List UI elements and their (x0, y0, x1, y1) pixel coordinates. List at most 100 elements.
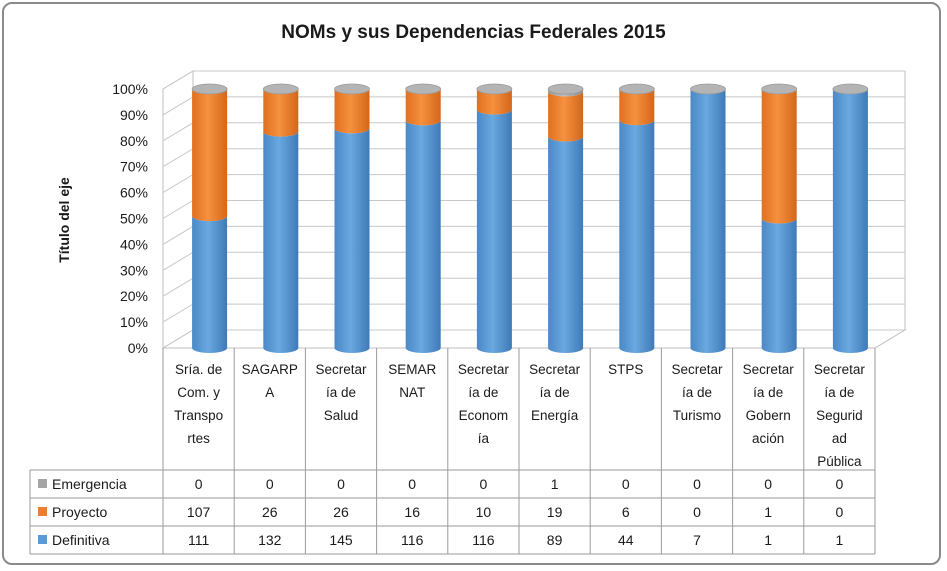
table-value: 16 (404, 504, 420, 520)
bar-top-cap (547, 83, 584, 95)
table-value: 0 (693, 504, 701, 520)
legend-label: Definitiva (52, 532, 110, 548)
category-label: ía de (682, 385, 712, 400)
table-value: 0 (693, 476, 701, 492)
category-label: Com. y (177, 385, 220, 400)
category-label: ía de (540, 385, 570, 400)
y-tick-label: 80% (120, 133, 148, 149)
y-tick-label: 90% (120, 107, 148, 123)
table-value: 6 (622, 504, 630, 520)
table-value: 0 (480, 476, 488, 492)
bar-proyecto (476, 89, 512, 115)
category-label: STPS (608, 362, 643, 377)
category-label: Energía (531, 408, 579, 423)
category-label: ación (752, 431, 784, 446)
category-label: SAGARP (242, 362, 298, 377)
bar-proyecto (334, 89, 370, 134)
bar-definitiva (832, 89, 868, 353)
chart-title: NOMs y sus Dependencias Federales 2015 (281, 22, 666, 43)
table-value: 0 (266, 476, 274, 492)
table-value: 89 (547, 532, 563, 548)
bar-definitiva (263, 131, 299, 353)
category-label: ía de (824, 385, 854, 400)
table-value: 0 (836, 504, 844, 520)
table-value: 1 (764, 504, 772, 520)
bar-proyecto (619, 89, 655, 126)
category-label: Secretar (671, 362, 723, 377)
table-value: 116 (401, 532, 424, 548)
category-label: Segurid (816, 408, 863, 423)
table-value: 0 (337, 476, 345, 492)
category-label: Secretar (315, 362, 367, 377)
bar-proyecto (548, 91, 584, 142)
category-label: Sría. de (175, 362, 222, 377)
table-value: 1 (551, 476, 559, 492)
table-value: 0 (764, 476, 772, 492)
bar-proyecto (263, 89, 299, 137)
category-label: Econom (459, 408, 509, 423)
bar-definitiva (334, 128, 370, 353)
legend-swatch (38, 479, 47, 488)
category-label: ía de (468, 385, 498, 400)
category-label: ad (832, 431, 847, 446)
category-label: Salud (324, 408, 359, 423)
table-value: 10 (476, 504, 492, 520)
bar-top-cap (832, 83, 869, 95)
bar-definitiva (761, 218, 797, 353)
table-value: 7 (693, 532, 701, 548)
gridline (162, 70, 905, 90)
category-label: A (265, 385, 274, 400)
category-label: Secretar (458, 362, 510, 377)
table-value: 19 (547, 504, 563, 520)
bar-definitiva (548, 136, 584, 353)
table-value: 0 (408, 476, 416, 492)
category-label: Pública (817, 454, 862, 469)
table-value: 0 (622, 476, 630, 492)
y-tick-label: 30% (120, 262, 148, 278)
category-label: Secretar (814, 362, 866, 377)
category-label: Turismo (673, 408, 721, 423)
table-value: 111 (188, 532, 209, 548)
legend-swatch (38, 507, 47, 516)
category-label: Transpo (174, 408, 223, 423)
bar-top-cap (191, 83, 228, 95)
table-value: 116 (472, 532, 495, 548)
bar-top-cap (690, 83, 726, 95)
bar-proyecto (761, 89, 797, 224)
category-label: Gobern (746, 408, 791, 423)
y-tick-label: 100% (112, 81, 148, 97)
bar-top-cap (405, 83, 442, 95)
legend-swatch (38, 535, 47, 544)
bar-definitiva (690, 89, 726, 353)
y-tick-label: 40% (120, 236, 148, 252)
bar-top-cap (618, 83, 655, 95)
category-label: SEMAR (388, 362, 436, 377)
category-label: ía de (326, 385, 356, 400)
table-value: 1 (764, 532, 772, 548)
y-tick-label: 20% (120, 288, 148, 304)
bar-top-cap (476, 83, 513, 95)
legend-label: Proyecto (52, 504, 107, 520)
y-tick-label: 60% (120, 185, 148, 201)
table-value: 107 (187, 504, 211, 520)
table-value: 0 (195, 476, 203, 492)
bar-definitiva (476, 109, 512, 353)
bar-emergencia (548, 89, 584, 97)
bar-definitiva (192, 216, 228, 353)
bar-top-cap (262, 83, 299, 95)
category-label: ía (478, 431, 490, 446)
table-value: 26 (333, 504, 349, 520)
table-value: 26 (262, 504, 278, 520)
category-label: ía de (753, 385, 783, 400)
y-tick-label: 70% (120, 159, 148, 175)
bar-definitiva (619, 120, 655, 353)
y-tick-label: 0% (128, 340, 148, 356)
y-tick-label: 10% (120, 314, 148, 330)
bar-proyecto (192, 89, 228, 222)
legend-label: Emergencia (52, 476, 127, 492)
table-value: 145 (329, 532, 353, 548)
bar-top-cap (334, 83, 370, 95)
bar-proyecto (405, 89, 441, 126)
table-value: 1 (836, 532, 844, 548)
